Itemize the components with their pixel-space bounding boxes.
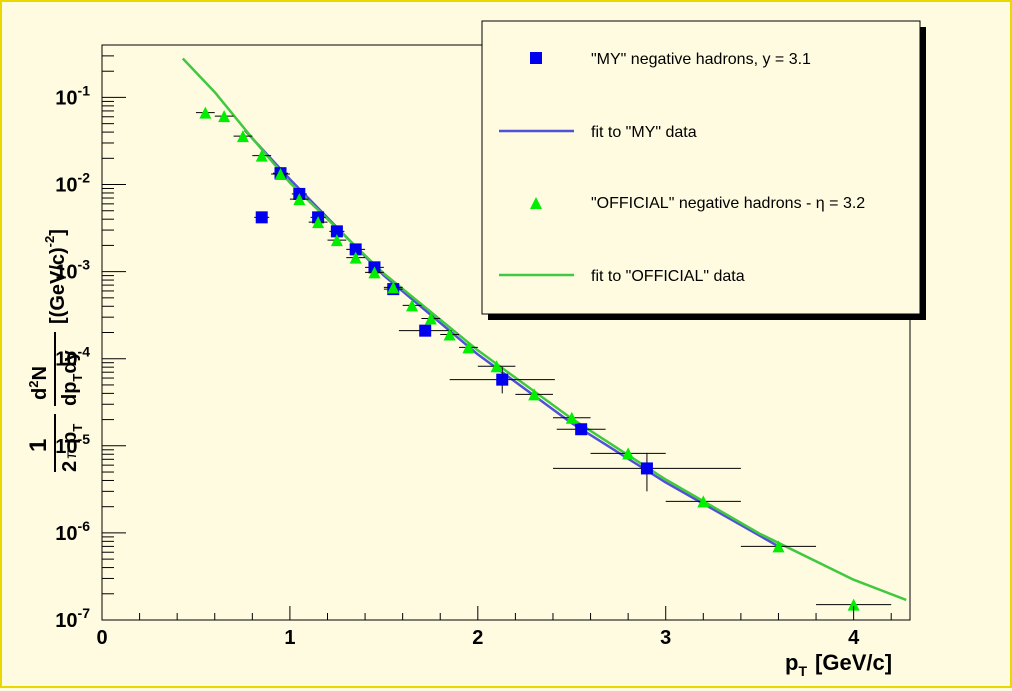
- y-tick-label: 10-7: [55, 605, 90, 632]
- y-tick-label: 10-4: [55, 344, 90, 371]
- data-point-official: [293, 193, 306, 206]
- x-tick-label: 2: [472, 627, 483, 649]
- legend: "MY" negative hadrons, y = 3.1 fit to "M…: [481, 20, 926, 320]
- data-point-official: [368, 266, 381, 279]
- x-tick-label: 1: [284, 627, 295, 649]
- ylabel-prefix-den: 2πpT: [59, 424, 85, 472]
- legend-box: [481, 20, 921, 315]
- data-point-official: [406, 299, 419, 312]
- ylabel-frac-den: dpTdy: [59, 349, 85, 406]
- axes: 0 1 2 3 4 10-7 10-6 10-5 10-4 10-3 10-2 10-1: [55, 44, 892, 649]
- x-tick-label: 4: [848, 627, 860, 649]
- data-point-official: [424, 312, 437, 325]
- legend-label-my: "MY" negative hadrons, y = 3.1: [591, 51, 811, 68]
- data-point-official: [312, 216, 325, 229]
- ylabel-frac-num: d2N: [26, 366, 51, 400]
- data-point-my: [575, 423, 588, 436]
- data-point-official: [565, 411, 578, 424]
- data-point-official: [255, 149, 268, 162]
- y-tick-label: 10-1: [55, 82, 90, 109]
- x-axis-label: pT [GeV/c]: [785, 650, 892, 679]
- data-points: [195, 106, 892, 611]
- data-point-official: [236, 130, 249, 143]
- legend-label-official-fit: fit to "OFFICIAL" data: [591, 268, 745, 285]
- data-point-official: [387, 281, 400, 294]
- ylabel-prefix-num: 1: [25, 439, 52, 452]
- data-point-official: [199, 106, 212, 119]
- x-tick-label: 3: [660, 627, 671, 649]
- data-point-official: [349, 251, 362, 264]
- y-tick-label: 10-2: [55, 170, 90, 197]
- y-tick-label: 10-3: [55, 257, 90, 284]
- fit-curve-official: [181, 57, 907, 602]
- data-point-official: [330, 234, 343, 247]
- data-point-my: [496, 373, 509, 386]
- legend-label-my-fit: fit to "MY" data: [591, 124, 697, 141]
- data-point-my: [255, 211, 268, 224]
- data-point-my: [419, 324, 432, 337]
- data-point-official: [772, 540, 785, 553]
- fit-curves: [181, 57, 907, 602]
- x-tick-label: 0: [96, 627, 107, 649]
- fit-curve-my: [243, 129, 778, 547]
- data-point-official: [274, 168, 287, 181]
- data-point-official: [443, 328, 456, 341]
- data-point-official: [462, 341, 475, 354]
- data-point-official: [490, 360, 503, 373]
- data-point-my: [349, 243, 362, 256]
- y-tick-label: 10-5: [55, 431, 90, 458]
- legend-marker-official: [530, 197, 542, 209]
- data-point-my: [330, 225, 343, 238]
- data-point-official: [847, 598, 860, 611]
- data-point-official: [697, 495, 710, 508]
- ylabel-unit: [(GeV/c)-2]: [42, 229, 69, 324]
- y-tick-label: 10-6: [55, 518, 90, 545]
- legend-marker-my: [530, 52, 542, 64]
- data-point-official: [528, 388, 541, 401]
- data-point-official: [218, 110, 231, 123]
- legend-label-official: "OFFICIAL" negative hadrons - η = 3.2: [591, 195, 865, 212]
- data-point-official: [622, 447, 635, 460]
- data-point-my: [640, 462, 653, 475]
- y-axis-label: 1 2πpT d2N dpTdy [(GeV/c)-2]: [25, 229, 85, 472]
